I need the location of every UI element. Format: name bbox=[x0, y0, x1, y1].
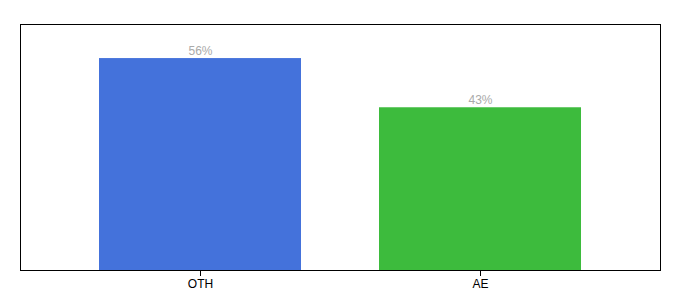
svg-text:43%: 43% bbox=[468, 93, 492, 107]
svg-text:56%: 56% bbox=[188, 44, 212, 58]
svg-text:AE: AE bbox=[472, 277, 488, 291]
svg-text:OTH: OTH bbox=[188, 277, 213, 291]
